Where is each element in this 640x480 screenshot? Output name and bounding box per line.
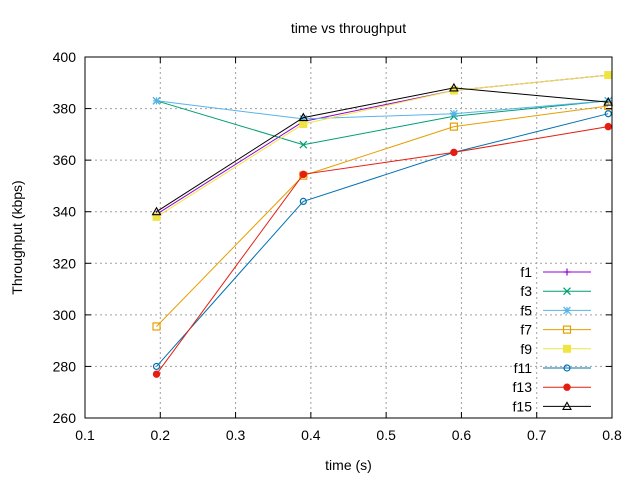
series-layer xyxy=(151,71,614,378)
x-tick-label: 0.8 xyxy=(602,427,622,443)
y-axis-title: Throughput (kbps) xyxy=(9,180,25,294)
x-tick-label: 0.2 xyxy=(151,427,171,443)
legend-label: f9 xyxy=(520,341,532,357)
data-point-f11 xyxy=(299,197,307,205)
series-f15 xyxy=(151,82,614,216)
legend-marker xyxy=(563,287,571,296)
y-tick-label: 380 xyxy=(53,101,77,117)
series-line-f3 xyxy=(156,100,609,146)
series-f5 xyxy=(152,96,613,123)
legend-item-f9: f9 xyxy=(520,341,591,357)
series-f7 xyxy=(152,101,613,331)
data-point-f5 xyxy=(449,109,458,118)
data-point-f13 xyxy=(604,122,612,131)
legend-item-f13: f13 xyxy=(513,379,591,395)
x-axis-title: time (s) xyxy=(325,457,372,473)
legend-marker xyxy=(563,383,571,391)
data-point-f9 xyxy=(152,212,161,221)
y-tick-label: 300 xyxy=(53,307,77,323)
data-point-f5 xyxy=(152,96,161,105)
data-point-f13 xyxy=(299,170,308,179)
data-point-f9 xyxy=(604,71,613,80)
data-point-f5 xyxy=(604,96,613,105)
series-f9 xyxy=(152,71,613,221)
axis-ticks: 0.1 0.2 0.3 0.4 0.5 0.6 0.7 0.8 260 280 300 320 340 3… xyxy=(53,49,622,443)
data-point-f7 xyxy=(449,122,458,131)
legend-label: f5 xyxy=(520,302,532,318)
x-tick-label: 0.4 xyxy=(301,427,321,443)
y-tick-label: 360 xyxy=(53,152,77,168)
y-tick-label: 400 xyxy=(53,49,77,65)
legend-label: f15 xyxy=(513,398,533,414)
data-point-f13 xyxy=(450,148,458,157)
series-f13 xyxy=(152,122,612,378)
series-line-f7 xyxy=(156,105,609,327)
y-tick-label: 280 xyxy=(53,358,77,374)
legend-label: f1 xyxy=(520,264,532,280)
data-point-f7 xyxy=(152,322,161,331)
data-point-f15 xyxy=(151,206,162,216)
x-tick-label: 0.6 xyxy=(452,427,472,443)
legend-item-f7: f7 xyxy=(520,322,591,338)
legend-label: f3 xyxy=(520,283,532,299)
legend-marker xyxy=(563,344,571,353)
legend-item-f11: f11 xyxy=(514,360,591,376)
legend-label: f7 xyxy=(520,322,532,338)
chart-title: time vs throughput xyxy=(291,20,406,36)
legend-label: f11 xyxy=(514,360,533,376)
data-point-f13 xyxy=(152,370,161,378)
plot-frame xyxy=(84,56,613,419)
legend-item-f5: f5 xyxy=(520,302,591,318)
series-line-f11 xyxy=(156,113,609,367)
data-point-f15 xyxy=(448,82,459,92)
x-tick-label: 0.1 xyxy=(75,427,95,443)
legend-marker xyxy=(562,325,572,334)
series-line-f5 xyxy=(156,100,609,120)
data-point-f15 xyxy=(603,97,614,106)
series-f1 xyxy=(153,71,612,218)
data-point-f15 xyxy=(298,112,309,122)
legend-marker xyxy=(563,306,571,315)
legend-item-f1: f1 xyxy=(520,264,591,280)
series-line-f15 xyxy=(156,87,609,213)
data-point-f9 xyxy=(299,120,308,129)
x-tick-label: 0.3 xyxy=(226,427,246,443)
data-point-f11 xyxy=(152,362,161,371)
grid-lines xyxy=(85,57,612,418)
data-point-f3 xyxy=(299,140,308,149)
legend-marker xyxy=(563,364,571,372)
y-tick-label: 260 xyxy=(53,410,77,426)
legend: f1 f3 f5 f7 f9 f11 f13 f15 xyxy=(513,264,591,414)
x-tick-label: 0.5 xyxy=(376,427,396,443)
x-tick-label: 0.7 xyxy=(527,427,547,443)
legend-label: f13 xyxy=(513,379,533,395)
legend-marker xyxy=(563,268,571,276)
series-line-f13 xyxy=(156,126,609,375)
y-tick-label: 340 xyxy=(53,204,77,220)
data-point-f5 xyxy=(299,114,308,123)
data-point-f11 xyxy=(604,110,612,118)
legend-item-f3: f3 xyxy=(520,283,591,299)
legend-marker xyxy=(562,401,572,410)
legend-item-f15: f15 xyxy=(513,398,591,414)
y-tick-label: 320 xyxy=(53,255,77,271)
series-line-f9 xyxy=(156,74,609,218)
